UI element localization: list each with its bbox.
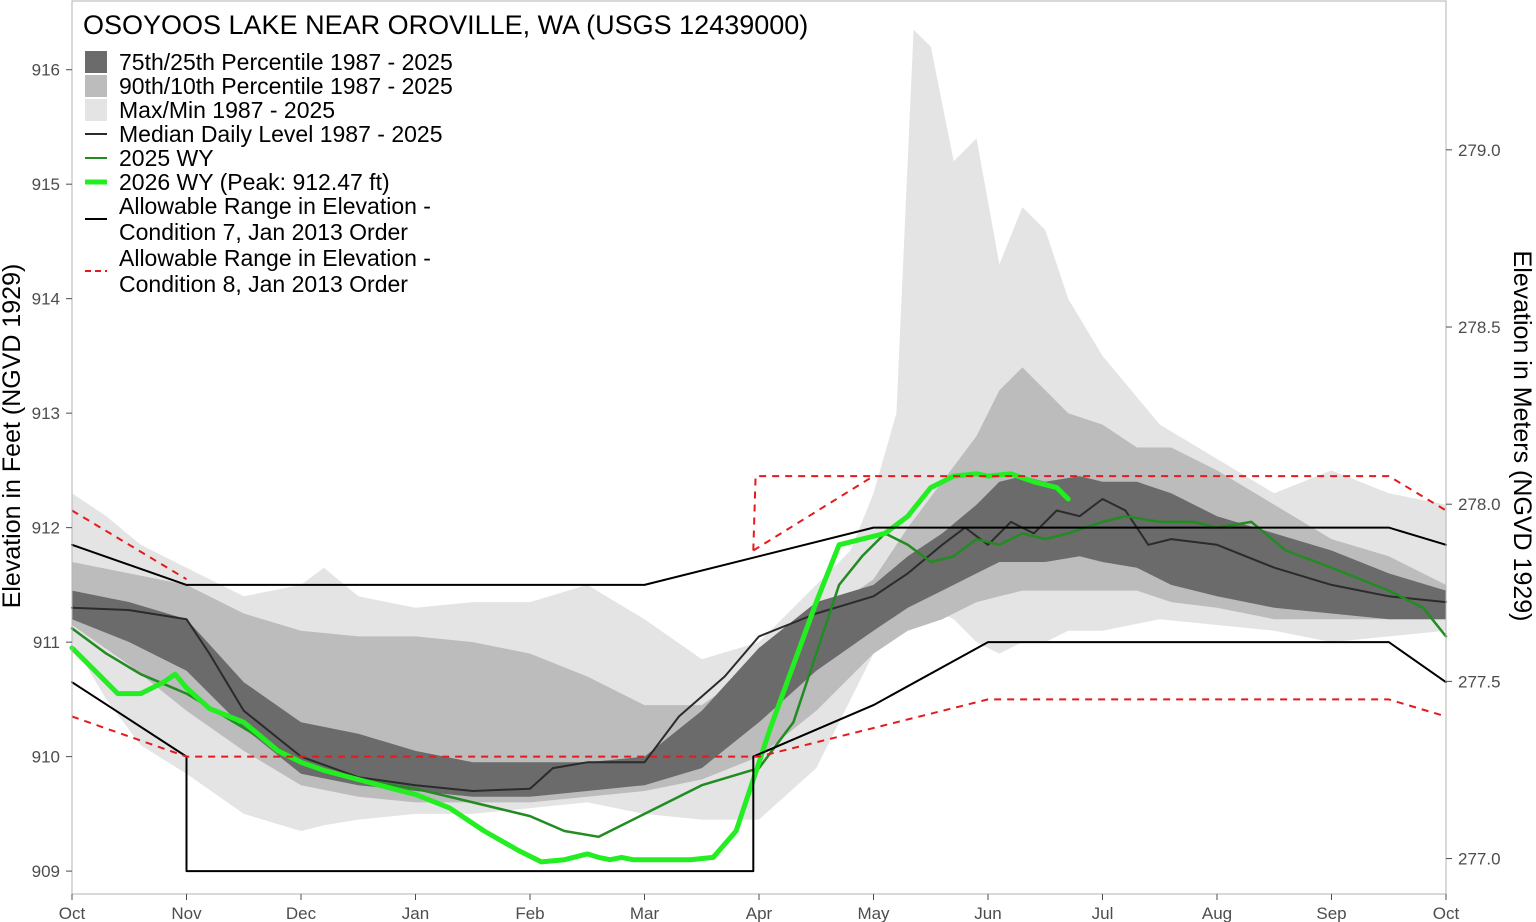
y-tick-label: 911	[33, 633, 60, 652]
y2-tick-label: 278.0	[1458, 495, 1501, 514]
legend: 75th/25th Percentile 1987 - 202590th/10t…	[85, 49, 453, 297]
y2-axis-title: Elevation in Meters (NGVD 1929)	[1508, 251, 1536, 622]
legend-label-4: 2025 WY	[119, 145, 214, 171]
x-tick-label: Oct	[1433, 904, 1460, 922]
y2-tick-label: 278.5	[1458, 318, 1501, 337]
y-tick-label: 915	[32, 175, 60, 194]
legend-key-2	[85, 99, 107, 121]
legend-label-1: 90th/10th Percentile 1987 - 2025	[119, 73, 453, 99]
y-tick-label: 909	[32, 862, 60, 881]
y-tick-label: 912	[32, 519, 60, 538]
series-lines	[69, 471, 1448, 873]
legend-key-0	[85, 51, 107, 73]
series-line-3	[71, 526, 1447, 586]
chart-title: OSOYOOS LAKE NEAR OROVILLE, WA (USGS 124…	[83, 10, 808, 40]
x-tick-label: Aug	[1202, 904, 1232, 922]
legend-label-0: 75th/25th Percentile 1987 - 2025	[119, 49, 453, 75]
series-line-7	[71, 698, 1447, 758]
x-tick-label: May	[857, 904, 890, 922]
x-tick-label: Mar	[630, 904, 660, 922]
y-axis-left: 909 910 911 912 913 914 915 916	[32, 61, 72, 881]
x-tick-label: Sep	[1316, 904, 1346, 922]
y-axis-title: Elevation in Feet (NGVD 1929)	[0, 264, 26, 609]
band-2	[72, 476, 1446, 797]
x-tick-label: Apr	[746, 904, 773, 922]
series-line-6	[752, 475, 874, 551]
legend-key-1	[85, 75, 107, 97]
x-tick-label: Dec	[286, 904, 317, 922]
x-tick-label: Nov	[171, 904, 202, 922]
x-tick-label: Jun	[974, 904, 1001, 922]
y-tick-label: 914	[32, 290, 60, 309]
x-tick-label: Jan	[402, 904, 429, 922]
series-line-5	[71, 475, 1447, 581]
legend-label-3: Median Daily Level 1987 - 2025	[119, 121, 442, 147]
legend-label-6: Allowable Range in Elevation -	[119, 193, 431, 219]
legend-label-7: Allowable Range in Elevation -	[119, 245, 431, 271]
y2-tick-label: 279.0	[1458, 141, 1501, 160]
legend-label-5: 2026 WY (Peak: 912.47 ft)	[119, 169, 390, 195]
y-tick-label: 916	[32, 61, 60, 80]
band-0	[72, 29, 1446, 832]
y2-tick-label: 277.0	[1458, 850, 1501, 869]
legend-label-2: Max/Min 1987 - 2025	[119, 97, 335, 123]
x-tick-label: Feb	[515, 904, 544, 922]
series-line-2	[69, 471, 1071, 865]
y-tick-label: 913	[32, 404, 60, 423]
legend-label-7: Condition 8, Jan 2013 Order	[119, 271, 408, 297]
x-axis: Oct Nov Dec Jan Feb Mar Apr May Jun Jul Aug Sep Oct	[59, 894, 1460, 922]
x-tick-label: Jul	[1092, 904, 1114, 922]
x-tick-label: Oct	[59, 904, 86, 922]
legend-label-6: Condition 7, Jan 2013 Order	[119, 219, 408, 245]
series-line-4	[71, 641, 1447, 873]
y2-tick-label: 277.5	[1458, 672, 1501, 691]
y-axis-right: 277.0 277.5 278.0 278.5 279.0	[1446, 141, 1501, 869]
y-tick-label: 910	[32, 748, 60, 767]
series-line-0	[71, 498, 1447, 792]
